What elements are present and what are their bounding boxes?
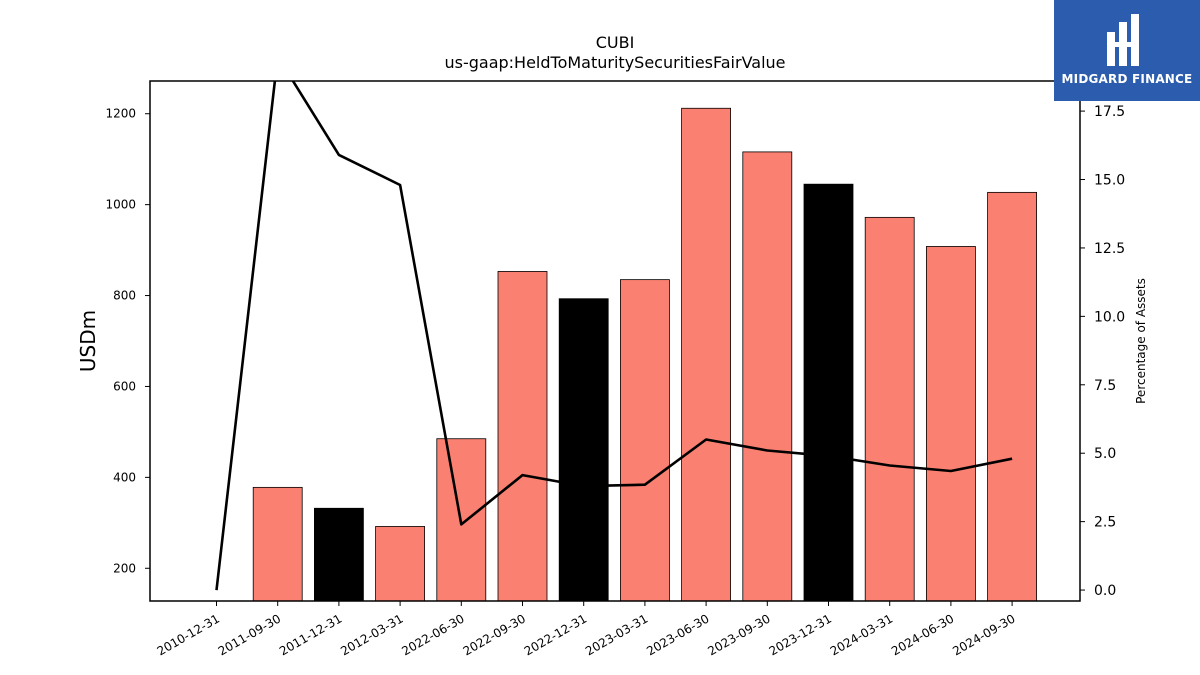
y-tick-label: 1000 xyxy=(105,198,136,212)
y-tick-label: 800 xyxy=(113,289,136,303)
bar-2024-03-31 xyxy=(864,216,915,602)
bar-2011-12-31 xyxy=(313,507,364,602)
x-tick-label: 2023-03-31 xyxy=(583,611,650,658)
bar-2024-06-30 xyxy=(926,246,976,602)
y2-tick-label: 5.0 xyxy=(1094,446,1116,462)
logo-badge: MIDGARD FINANCE xyxy=(1054,0,1200,101)
ratio-line-group xyxy=(215,81,1013,591)
bar-2022-09-30 xyxy=(497,271,548,602)
x-tick-label: 2024-09-30 xyxy=(950,611,1017,658)
y2-tick-label: 10.0 xyxy=(1094,309,1125,325)
x-tick-label: 2012-03-31 xyxy=(338,611,405,658)
x-tick-label: 2022-06-30 xyxy=(399,611,466,658)
y2-axis-label: Percentage of Assets xyxy=(1134,278,1148,404)
y-tick-label: 200 xyxy=(113,561,136,575)
bar-2024-09-30 xyxy=(987,191,1037,602)
x-tick-label: 2023-12-31 xyxy=(767,611,834,658)
x-tick-label: 2023-06-30 xyxy=(644,611,711,658)
y2-tick-label: 12.5 xyxy=(1094,241,1125,257)
y2-tick-label: 17.5 xyxy=(1094,104,1125,120)
bar-2023-06-30 xyxy=(681,107,731,602)
bar-2023-03-31 xyxy=(620,279,670,602)
chart-subtitle: us-gaap:HeldToMaturitySecuritiesFairValu… xyxy=(444,53,785,72)
midgard-logo-icon xyxy=(1107,14,1139,66)
x-axis: 2010-12-312011-09-302011-12-312012-03-31… xyxy=(155,601,1018,658)
y2-tick-label: 15.0 xyxy=(1094,173,1125,189)
x-tick-label: 2024-03-31 xyxy=(828,611,895,658)
plot-frame xyxy=(149,80,1081,602)
bar-2011-09-30 xyxy=(252,486,303,602)
bars xyxy=(252,107,1037,602)
y-tick-label: 600 xyxy=(113,379,136,393)
bar-2012-03-31 xyxy=(375,526,426,602)
y2-tick-label: 2.5 xyxy=(1094,515,1116,531)
chart-title: CUBI xyxy=(596,33,635,52)
y-axis-label: USDm xyxy=(76,310,100,372)
y-axis-left: 200 400 600 800 1000 1200 xyxy=(105,107,150,575)
x-tick-label: 2010-12-31 xyxy=(155,611,222,658)
x-tick-label: 2011-09-30 xyxy=(216,611,283,658)
ratio-line xyxy=(215,81,1013,591)
y2-tick-label: 0.0 xyxy=(1094,583,1116,599)
bar-2022-12-31 xyxy=(558,298,609,602)
bar-2023-09-30 xyxy=(742,151,793,602)
logo-text: MIDGARD FINANCE xyxy=(1061,72,1193,86)
x-tick-label: 2011-12-31 xyxy=(277,611,344,658)
y-tick-label: 400 xyxy=(113,470,136,484)
bar-2023-12-31 xyxy=(803,183,854,602)
x-tick-label: 2023-09-30 xyxy=(705,611,772,658)
x-tick-label: 2022-12-31 xyxy=(522,611,589,658)
y2-tick-label: 7.5 xyxy=(1094,378,1116,394)
x-tick-label: 2024-06-30 xyxy=(889,611,956,658)
y-axis-right: 0.0 2.5 5.0 7.5 10.0 12.5 15.0 17.5 xyxy=(1080,104,1125,599)
x-tick-label: 2022-09-30 xyxy=(461,611,528,658)
y-tick-label: 1200 xyxy=(105,107,136,121)
